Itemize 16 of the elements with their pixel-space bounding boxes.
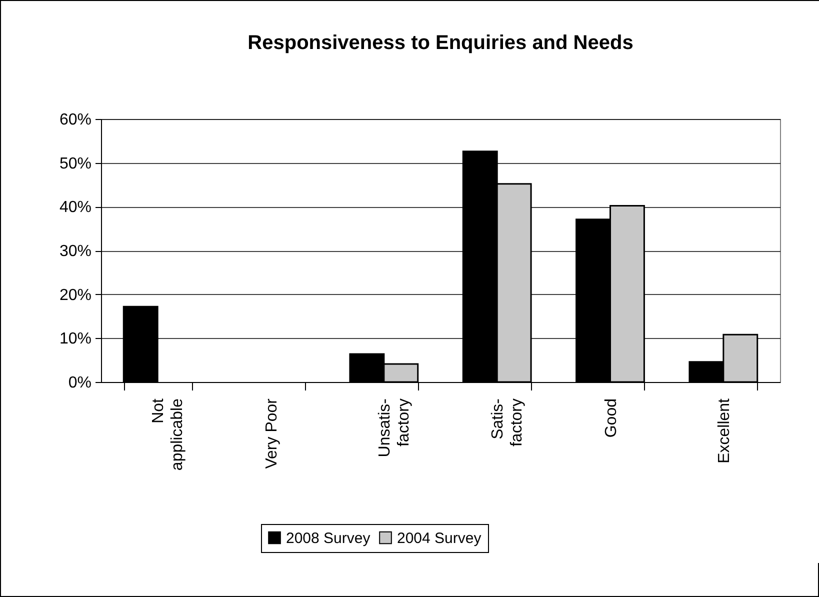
y-tick-label: 10% — [59, 330, 92, 348]
x-tick-label: Not applicable — [150, 398, 186, 471]
x-tick-label: Satis- factory — [490, 398, 526, 447]
legend-label: 2004 Survey — [397, 530, 482, 547]
legend-label: 2008 Survey — [286, 530, 371, 547]
y-tick-label: 60% — [59, 112, 92, 128]
y-tick-label: 40% — [59, 199, 92, 216]
chart-title: Responsiveness to Enquiries and Needs — [248, 32, 634, 54]
x-tick-label: Unsatis- factory — [376, 398, 412, 458]
x-tick-label: Excellent — [716, 398, 733, 464]
x-tick-label: Good — [602, 398, 620, 438]
y-tick-label: 20% — [59, 286, 92, 304]
y-tick-label: 0% — [68, 374, 92, 392]
y-tick-label: 50% — [59, 155, 92, 172]
y-tick-label: 30% — [59, 243, 92, 260]
x-tick-label: Very Poor — [263, 398, 280, 469]
